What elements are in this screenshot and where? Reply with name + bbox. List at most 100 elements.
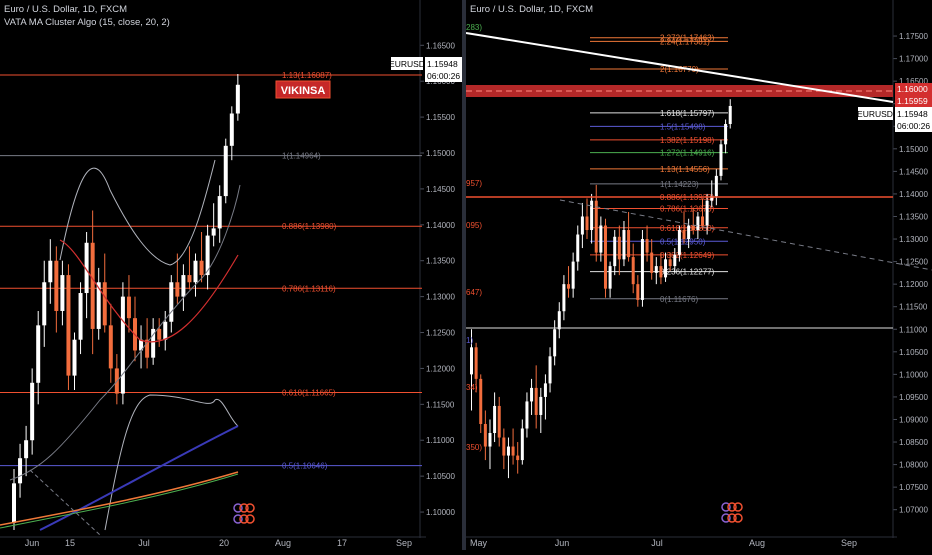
candle-body[interactable] — [54, 260, 59, 311]
candle-body[interactable] — [151, 328, 156, 358]
candle-body[interactable] — [724, 124, 728, 145]
candle-body[interactable] — [187, 275, 192, 283]
signal-marker[interactable] — [245, 514, 255, 524]
candle-body[interactable] — [102, 282, 107, 326]
candle-body[interactable] — [12, 483, 16, 523]
candle-body[interactable] — [211, 228, 216, 236]
candle-body[interactable] — [493, 405, 497, 434]
candle-body[interactable] — [96, 282, 101, 329]
candle-body[interactable] — [163, 321, 168, 340]
signal-marker[interactable] — [239, 503, 249, 513]
candle-body[interactable] — [479, 378, 483, 424]
candle-body[interactable] — [571, 261, 575, 289]
candle-body[interactable] — [488, 433, 492, 447]
candle-body[interactable] — [631, 257, 635, 285]
candle-body[interactable] — [705, 200, 709, 226]
candle-body[interactable] — [48, 260, 53, 283]
candle-body[interactable] — [511, 446, 515, 456]
candle-body[interactable] — [650, 252, 654, 273]
candle-body[interactable] — [701, 216, 704, 226]
candle-body[interactable] — [659, 266, 663, 278]
candle-body[interactable] — [585, 216, 589, 231]
vikinsa-box[interactable] — [275, 80, 331, 99]
candle-body[interactable] — [66, 275, 71, 376]
signal-marker[interactable] — [733, 502, 743, 512]
candle-body[interactable] — [677, 230, 681, 255]
signal-marker[interactable] — [233, 514, 243, 524]
candle-body[interactable] — [594, 200, 598, 253]
candle-body[interactable] — [145, 339, 150, 358]
candle-body[interactable] — [516, 455, 520, 461]
candle-body[interactable] — [223, 145, 228, 197]
trend-line[interactable] — [465, 32, 894, 103]
candle-body[interactable] — [590, 200, 594, 231]
candle-body[interactable] — [580, 216, 584, 235]
candle-body[interactable] — [682, 230, 686, 240]
candle-body[interactable] — [175, 282, 180, 297]
candle-body[interactable] — [126, 296, 131, 319]
candle-body[interactable] — [483, 423, 487, 447]
candle-body[interactable] — [543, 383, 547, 397]
panel-divider[interactable] — [462, 0, 466, 550]
candle-body[interactable] — [673, 254, 677, 267]
candle-body[interactable] — [613, 236, 617, 267]
candle-body[interactable] — [576, 234, 580, 262]
candle-body[interactable] — [603, 225, 607, 289]
candle-body[interactable] — [668, 259, 672, 267]
candle-body[interactable] — [553, 329, 557, 357]
candle-body[interactable] — [654, 266, 658, 273]
candle-body[interactable] — [599, 225, 603, 253]
candle-body[interactable] — [120, 296, 125, 394]
candle-body[interactable] — [608, 266, 612, 289]
signal-marker[interactable] — [721, 502, 731, 512]
candle-body[interactable] — [696, 216, 700, 231]
candle-body[interactable] — [217, 196, 222, 229]
candle-body[interactable] — [502, 437, 506, 456]
signal-marker[interactable] — [721, 513, 731, 523]
candle-body[interactable] — [24, 440, 29, 459]
candle-body[interactable] — [562, 284, 566, 312]
signal-marker[interactable] — [245, 503, 255, 513]
candle-body[interactable] — [30, 382, 35, 441]
candle-body[interactable] — [169, 282, 174, 322]
signal-marker[interactable] — [727, 513, 737, 523]
candle-body[interactable] — [18, 458, 23, 484]
candle-body[interactable] — [474, 347, 478, 379]
candle-body[interactable] — [640, 239, 644, 300]
candle-body[interactable] — [72, 339, 77, 376]
candle-body[interactable] — [687, 225, 691, 240]
signal-marker[interactable] — [233, 503, 243, 513]
candle-body[interactable] — [139, 339, 144, 351]
candle-body[interactable] — [90, 242, 95, 329]
candle-body[interactable] — [229, 113, 234, 146]
signal-marker[interactable] — [727, 502, 737, 512]
candle-body[interactable] — [691, 225, 695, 231]
candle-body[interactable] — [60, 275, 65, 311]
candle-body[interactable] — [157, 328, 162, 340]
candle-body[interactable] — [530, 387, 534, 402]
candle-body[interactable] — [108, 325, 113, 369]
candle-body[interactable] — [710, 196, 714, 201]
candle-body[interactable] — [548, 356, 552, 384]
candle-body[interactable] — [664, 259, 668, 278]
candle-body[interactable] — [520, 428, 524, 461]
candle-body[interactable] — [84, 242, 89, 294]
candle-body[interactable] — [539, 396, 543, 415]
candle-body[interactable] — [42, 282, 47, 326]
candle-body[interactable] — [728, 105, 732, 125]
candle-body[interactable] — [636, 284, 640, 300]
candle-body[interactable] — [506, 446, 510, 456]
candle-body[interactable] — [557, 311, 561, 330]
candle-body[interactable] — [617, 236, 621, 260]
candle-body[interactable] — [714, 175, 718, 197]
candle-body[interactable] — [36, 325, 41, 383]
candle-body[interactable] — [567, 284, 571, 289]
signal-marker[interactable] — [733, 513, 743, 523]
candle-body[interactable] — [181, 275, 186, 297]
candle-body[interactable] — [193, 260, 198, 283]
candle-body[interactable] — [645, 239, 649, 253]
dashed-trend-line[interactable] — [559, 199, 932, 271]
panel-left[interactable]: 1.165001.160001.155001.150001.145001.140… — [0, 0, 455, 548]
candle-body[interactable] — [627, 230, 631, 258]
candle-body[interactable] — [470, 347, 473, 375]
